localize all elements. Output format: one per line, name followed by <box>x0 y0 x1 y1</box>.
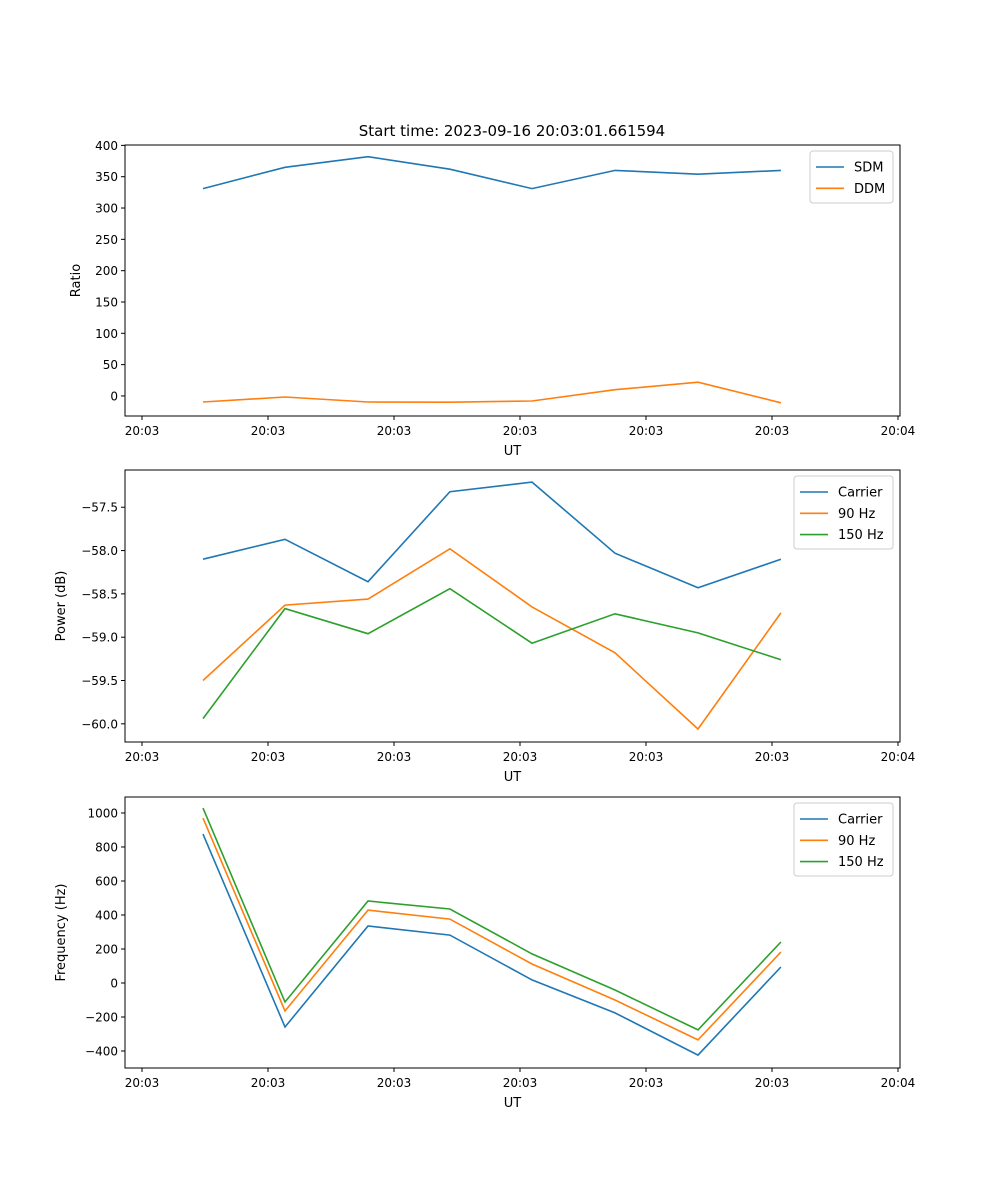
x-tick-label: 20:03 <box>125 424 160 438</box>
y-tick-label: 50 <box>103 358 118 372</box>
y-tick-label: 250 <box>95 233 118 247</box>
y-tick-label: −59.5 <box>81 674 118 688</box>
x-tick-label: 20:03 <box>503 1076 538 1090</box>
legend-label: Carrier <box>838 486 883 501</box>
axes-frame <box>124 796 901 1069</box>
series-line-carrier <box>202 833 782 1057</box>
y-tick-label: 0 <box>110 976 118 990</box>
y-tick-label: 200 <box>95 264 118 278</box>
series-line-ddm <box>202 381 782 404</box>
x-axis-label: UT <box>504 770 522 785</box>
axes-frame <box>124 469 901 743</box>
y-tick-label: 800 <box>95 840 118 854</box>
x-tick-label: 20:03 <box>377 750 412 764</box>
series-line-sdm <box>202 155 781 190</box>
legend-box <box>793 475 894 550</box>
y-tick-label: 350 <box>95 170 118 184</box>
y-tick-label: 200 <box>95 942 118 956</box>
figure-title: Start time: 2023-09-16 20:03:01.661594 <box>359 122 665 140</box>
y-tick-label: −60.0 <box>81 717 118 731</box>
y-axis-label: Frequency (Hz) <box>54 883 69 981</box>
x-tick-label: 20:03 <box>629 424 664 438</box>
y-tick-label: −57.5 <box>81 501 118 515</box>
x-tick-label: 20:04 <box>881 1076 916 1090</box>
x-tick-label: 20:04 <box>881 424 916 438</box>
y-tick-label: −200 <box>85 1010 118 1024</box>
y-tick-label: −400 <box>85 1044 118 1058</box>
subplot-2: 20:03 20:03 20:03 20:03 20:03 20:03 20:04 −57.5… <box>54 469 916 785</box>
legend-label: 150 Hz <box>838 855 884 870</box>
x-tick-label: 20:03 <box>125 1076 160 1090</box>
y-tick-label: −58.0 <box>81 544 118 558</box>
x-tick-label: 20:03 <box>629 750 664 764</box>
x-tick-label: 20:04 <box>881 750 916 764</box>
legend-label: 150 Hz <box>838 528 884 543</box>
y-tick-label: 1000 <box>87 806 118 820</box>
x-tick-label: 20:03 <box>377 1076 412 1090</box>
x-tick-label: 20:03 <box>377 424 412 438</box>
y-tick-label: 150 <box>95 295 118 309</box>
y-axis-label: Ratio <box>69 264 84 297</box>
x-tick-label: 20:03 <box>755 1076 790 1090</box>
x-axis-label: UT <box>504 1096 522 1111</box>
legend-label: 90 Hz <box>838 507 875 522</box>
x-tick-label: 20:03 <box>251 750 286 764</box>
series-line-150-hz <box>202 807 782 1031</box>
x-tick-label: 20:03 <box>251 1076 286 1090</box>
legend-box <box>809 150 894 204</box>
y-axis-label: Power (dB) <box>54 571 69 642</box>
legend: Carrier 90 Hz 150 Hz <box>793 802 894 877</box>
legend-label: 90 Hz <box>838 834 875 849</box>
axes-frame <box>124 144 901 417</box>
y-tick-label: 400 <box>95 139 118 153</box>
legend: SDM DDM <box>809 150 894 204</box>
legend-label: SDM <box>854 161 883 176</box>
y-tick-label: 100 <box>95 327 118 341</box>
x-tick-label: 20:03 <box>755 750 790 764</box>
series-line-90-hz <box>202 547 782 731</box>
x-tick-label: 20:03 <box>125 750 160 764</box>
x-tick-label: 20:03 <box>629 1076 664 1090</box>
x-tick-label: 20:03 <box>503 750 538 764</box>
legend-label: Carrier <box>838 813 883 828</box>
y-tick-label: 300 <box>95 202 118 216</box>
x-tick-label: 20:03 <box>503 424 538 438</box>
x-tick-label: 20:03 <box>251 424 286 438</box>
legend: Carrier 90 Hz 150 Hz <box>793 475 894 550</box>
y-tick-label: −59.0 <box>81 631 118 645</box>
subplot-1: 20:03 20:03 20:03 20:03 20:03 20:03 20:04 0 50 10… <box>69 139 915 459</box>
series-line-90-hz <box>202 817 782 1041</box>
series-line-carrier <box>202 481 782 589</box>
y-tick-label: 400 <box>95 908 118 922</box>
legend-box <box>793 802 894 877</box>
y-tick-label: 600 <box>95 874 118 888</box>
legend-label: DDM <box>854 182 885 197</box>
y-tick-label: 0 <box>110 389 118 403</box>
x-axis-label: UT <box>504 444 522 459</box>
y-tick-label: −58.5 <box>81 587 118 601</box>
subplot-3: 20:03 20:03 20:03 20:03 20:03 20:03 20:04 1000 8… <box>54 796 916 1111</box>
x-tick-label: 20:03 <box>755 424 790 438</box>
series-line-150-hz <box>202 587 782 720</box>
